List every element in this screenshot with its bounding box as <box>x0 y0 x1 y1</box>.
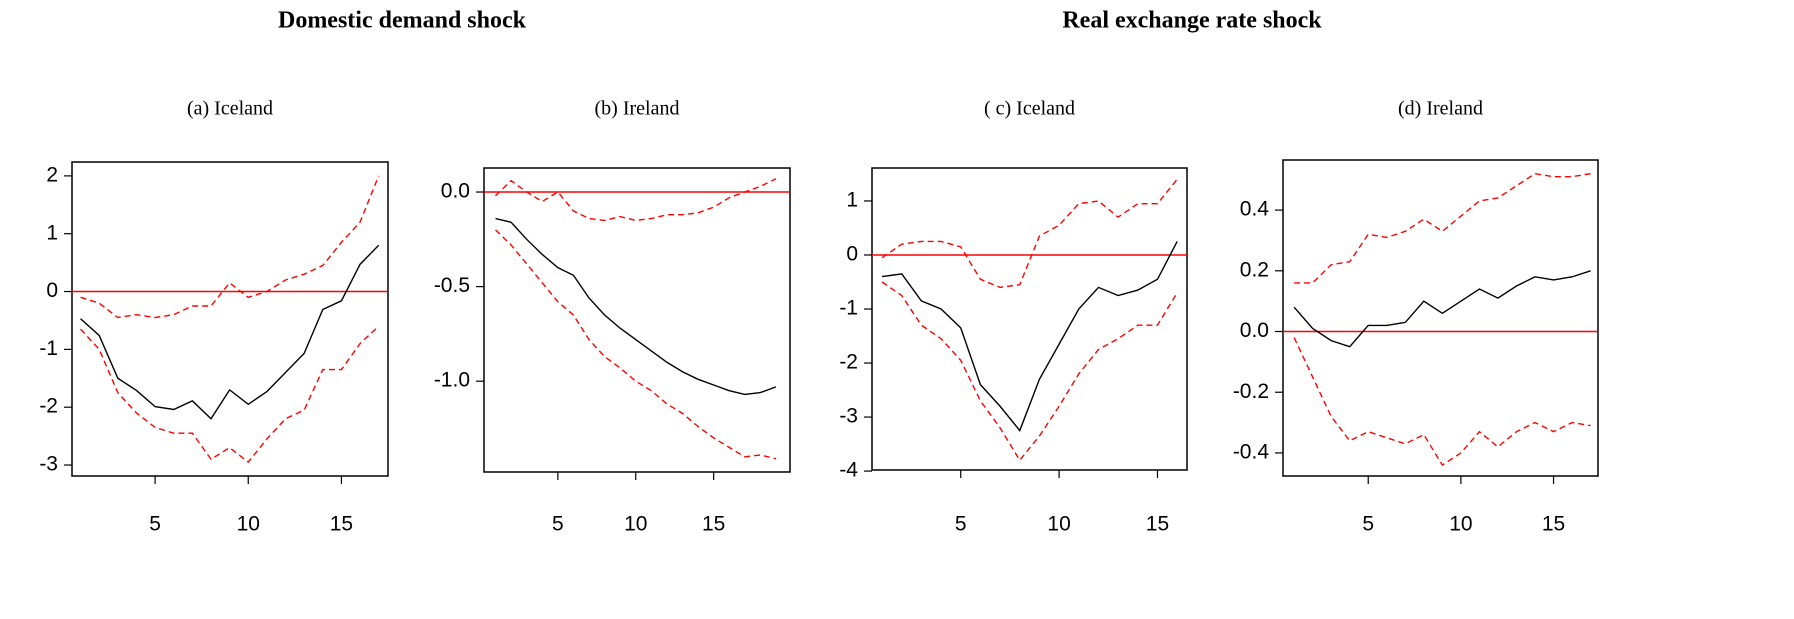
y-tick-label: -1 <box>839 297 858 320</box>
section-title: Real exchange rate shock <box>1062 8 1322 34</box>
y-tick-label: -2 <box>839 351 858 374</box>
x-tick-label: 5 <box>1362 513 1374 536</box>
series-line <box>80 244 380 420</box>
y-tick-label: 0.0 <box>441 180 470 203</box>
panel-title: (d) Ireland <box>1398 98 1483 120</box>
panel: (d) Ireland -0.4 -0.2 0.0 0.2 0.4 5 10 15 <box>1233 98 1599 536</box>
series-line <box>881 178 1178 289</box>
panel-title: (a) Iceland <box>187 98 273 120</box>
y-tick-label: 0.0 <box>1240 319 1269 342</box>
series-line <box>881 281 1178 462</box>
y-tick-label: 0 <box>46 279 58 302</box>
x-tick-label: 5 <box>552 513 564 536</box>
series-line <box>80 175 380 319</box>
y-tick-label: 0.4 <box>1240 198 1270 221</box>
section-title: Domestic demand shock <box>278 8 527 34</box>
y-tick-label: -2 <box>39 395 58 418</box>
series-line <box>495 217 777 396</box>
series-line <box>881 241 1178 432</box>
x-tick-label: 5 <box>149 513 161 536</box>
y-tick-label: -0.5 <box>434 274 470 297</box>
x-tick-label: 15 <box>702 513 725 536</box>
y-tick-label: -0.4 <box>1233 440 1270 463</box>
y-tick-label: -3 <box>39 453 58 476</box>
y-tick-label: 1 <box>846 189 858 212</box>
panel-title: ( c) Iceland <box>984 98 1075 120</box>
x-tick-label: 10 <box>624 513 647 536</box>
y-tick-label: 2 <box>46 163 58 186</box>
y-tick-label: -1 <box>39 337 58 360</box>
x-tick-label: 10 <box>237 513 260 536</box>
x-tick-label: 10 <box>1449 513 1472 536</box>
panel-title: (b) Ireland <box>595 98 680 120</box>
x-tick-label: 10 <box>1047 513 1070 536</box>
y-tick-label: -1.0 <box>434 369 470 392</box>
y-tick-label: -4 <box>839 459 858 482</box>
series-line <box>1293 337 1591 467</box>
panel: (a) Iceland -3 -2 -1 0 1 2 5 10 15 <box>39 98 389 536</box>
panel: (b) Ireland -1.0 -0.5 0.0 5 10 15 <box>434 98 791 536</box>
series-line <box>495 178 777 222</box>
series-line <box>1293 270 1591 348</box>
y-tick-label: 1 <box>46 221 58 244</box>
series-line <box>1294 172 1591 284</box>
plot-frame <box>1282 159 1599 477</box>
series-line <box>495 229 777 460</box>
y-tick-label: -3 <box>839 405 858 428</box>
x-tick-label: 5 <box>955 513 967 536</box>
y-tick-label: 0 <box>846 243 858 266</box>
x-tick-label: 15 <box>1542 513 1565 536</box>
x-tick-label: 15 <box>330 513 353 536</box>
series-line <box>80 325 380 464</box>
x-tick-label: 15 <box>1146 513 1169 536</box>
plot-frame <box>483 167 791 473</box>
y-tick-label: 0.2 <box>1240 258 1269 281</box>
y-tick-label: -0.2 <box>1233 380 1269 403</box>
plot-frame <box>871 167 1188 471</box>
plot-frame <box>71 161 389 477</box>
